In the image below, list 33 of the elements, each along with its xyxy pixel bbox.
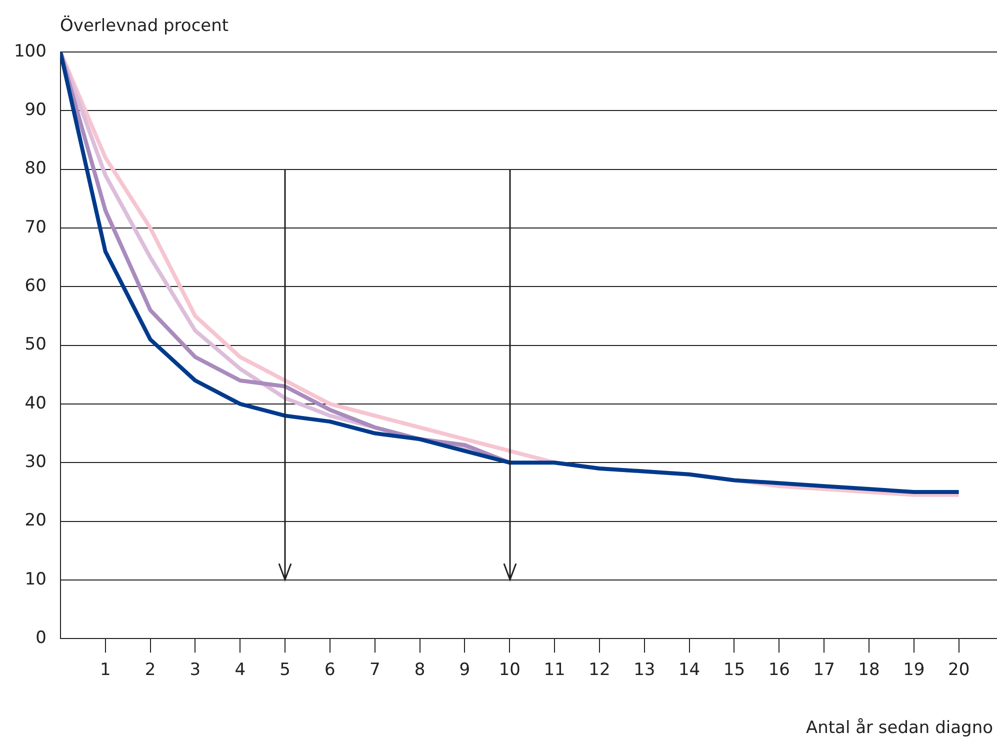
y-tick-label: 10 xyxy=(24,569,46,590)
y-tick-label: 0 xyxy=(36,628,46,648)
x-tick-label: 13 xyxy=(634,660,656,680)
y-tick-label: 60 xyxy=(24,276,46,296)
x-tick-label: 19 xyxy=(903,660,925,680)
x-tick-label: 18 xyxy=(858,660,880,680)
x-tick-label: 6 xyxy=(324,660,336,680)
x-tick-label: 12 xyxy=(588,660,610,680)
y-tick-label: 90 xyxy=(24,100,46,120)
y-tick-label: 40 xyxy=(24,393,46,414)
x-tick-label: 20 xyxy=(948,660,970,680)
x-tick-label: 10 xyxy=(498,660,520,680)
x-tick-label: 17 xyxy=(813,660,835,680)
x-tick-label: 7 xyxy=(369,660,380,680)
y-axis-title: Överlevnad procent xyxy=(60,16,229,36)
x-tick-label: 2 xyxy=(144,660,156,680)
x-tick-label: 4 xyxy=(234,660,246,680)
x-tick-label: 11 xyxy=(544,660,566,680)
x-tick-label: 5 xyxy=(280,660,290,680)
x-tick-label: 16 xyxy=(768,660,790,680)
y-tick-label: 50 xyxy=(24,334,46,355)
x-tick-label: 9 xyxy=(459,660,470,680)
y-tick-label: 20 xyxy=(24,510,46,531)
x-tick-label: 8 xyxy=(414,660,426,680)
x-tick-label: 14 xyxy=(678,660,700,680)
y-tick-label: 30 xyxy=(24,452,46,472)
y-tick-label: 100 xyxy=(14,41,46,62)
x-axis-title: Antal år sedan diagno xyxy=(806,718,993,738)
y-tick-label: 70 xyxy=(24,217,46,238)
y-tick-label: 80 xyxy=(24,158,46,179)
x-tick-label: 15 xyxy=(723,660,746,680)
x-tick-label: 1 xyxy=(100,660,111,680)
x-tick-label: 3 xyxy=(190,660,201,680)
